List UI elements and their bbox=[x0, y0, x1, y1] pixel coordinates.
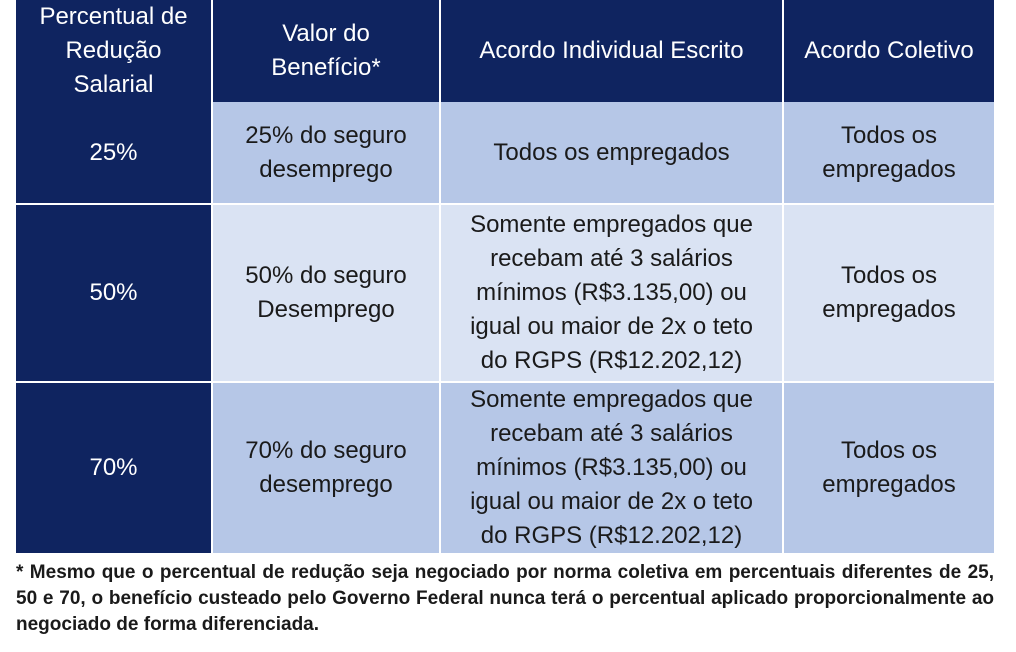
reduction-cell: 50% bbox=[16, 204, 213, 383]
collective-agreement-cell: Todos os empregados bbox=[783, 204, 994, 383]
table-row: 25% 25% do seguro desemprego Todos os em… bbox=[16, 102, 994, 205]
benefit-cell: 50% do seguro Desemprego bbox=[212, 204, 441, 383]
individual-agreement-cell: Todos os empregados bbox=[440, 102, 784, 205]
table-row: 70% 70% do seguro desemprego Somente emp… bbox=[16, 382, 994, 555]
header-benefit: Valor do Benefício* bbox=[212, 0, 441, 102]
benefit-cell: 25% do seguro desemprego bbox=[212, 102, 441, 205]
collective-agreement-cell: Todos os empregados bbox=[783, 382, 994, 555]
benefit-cell: 70% do seguro desemprego bbox=[212, 382, 441, 555]
individual-agreement-cell: Somente empregados que recebam até 3 sal… bbox=[440, 204, 784, 383]
header-reduction: Percentual de Redução Salarial bbox=[16, 0, 213, 102]
footnote: * Mesmo que o percentual de redução seja… bbox=[16, 562, 994, 635]
reduction-cell: 25% bbox=[16, 102, 213, 205]
header-collective-agreement: Acordo Coletivo bbox=[783, 0, 994, 102]
individual-agreement-cell: Somente empregados que recebam até 3 sal… bbox=[440, 382, 784, 555]
benefit-table-container: Percentual de Redução Salarial Valor do … bbox=[16, 0, 994, 555]
table-header-row: Percentual de Redução Salarial Valor do … bbox=[16, 0, 994, 102]
header-individual-agreement: Acordo Individual Escrito bbox=[440, 0, 784, 102]
collective-agreement-cell: Todos os empregados bbox=[783, 102, 994, 205]
table-row: 50% 50% do seguro Desemprego Somente emp… bbox=[16, 204, 994, 383]
reduction-cell: 70% bbox=[16, 382, 213, 555]
benefit-table: Percentual de Redução Salarial Valor do … bbox=[16, 0, 994, 555]
